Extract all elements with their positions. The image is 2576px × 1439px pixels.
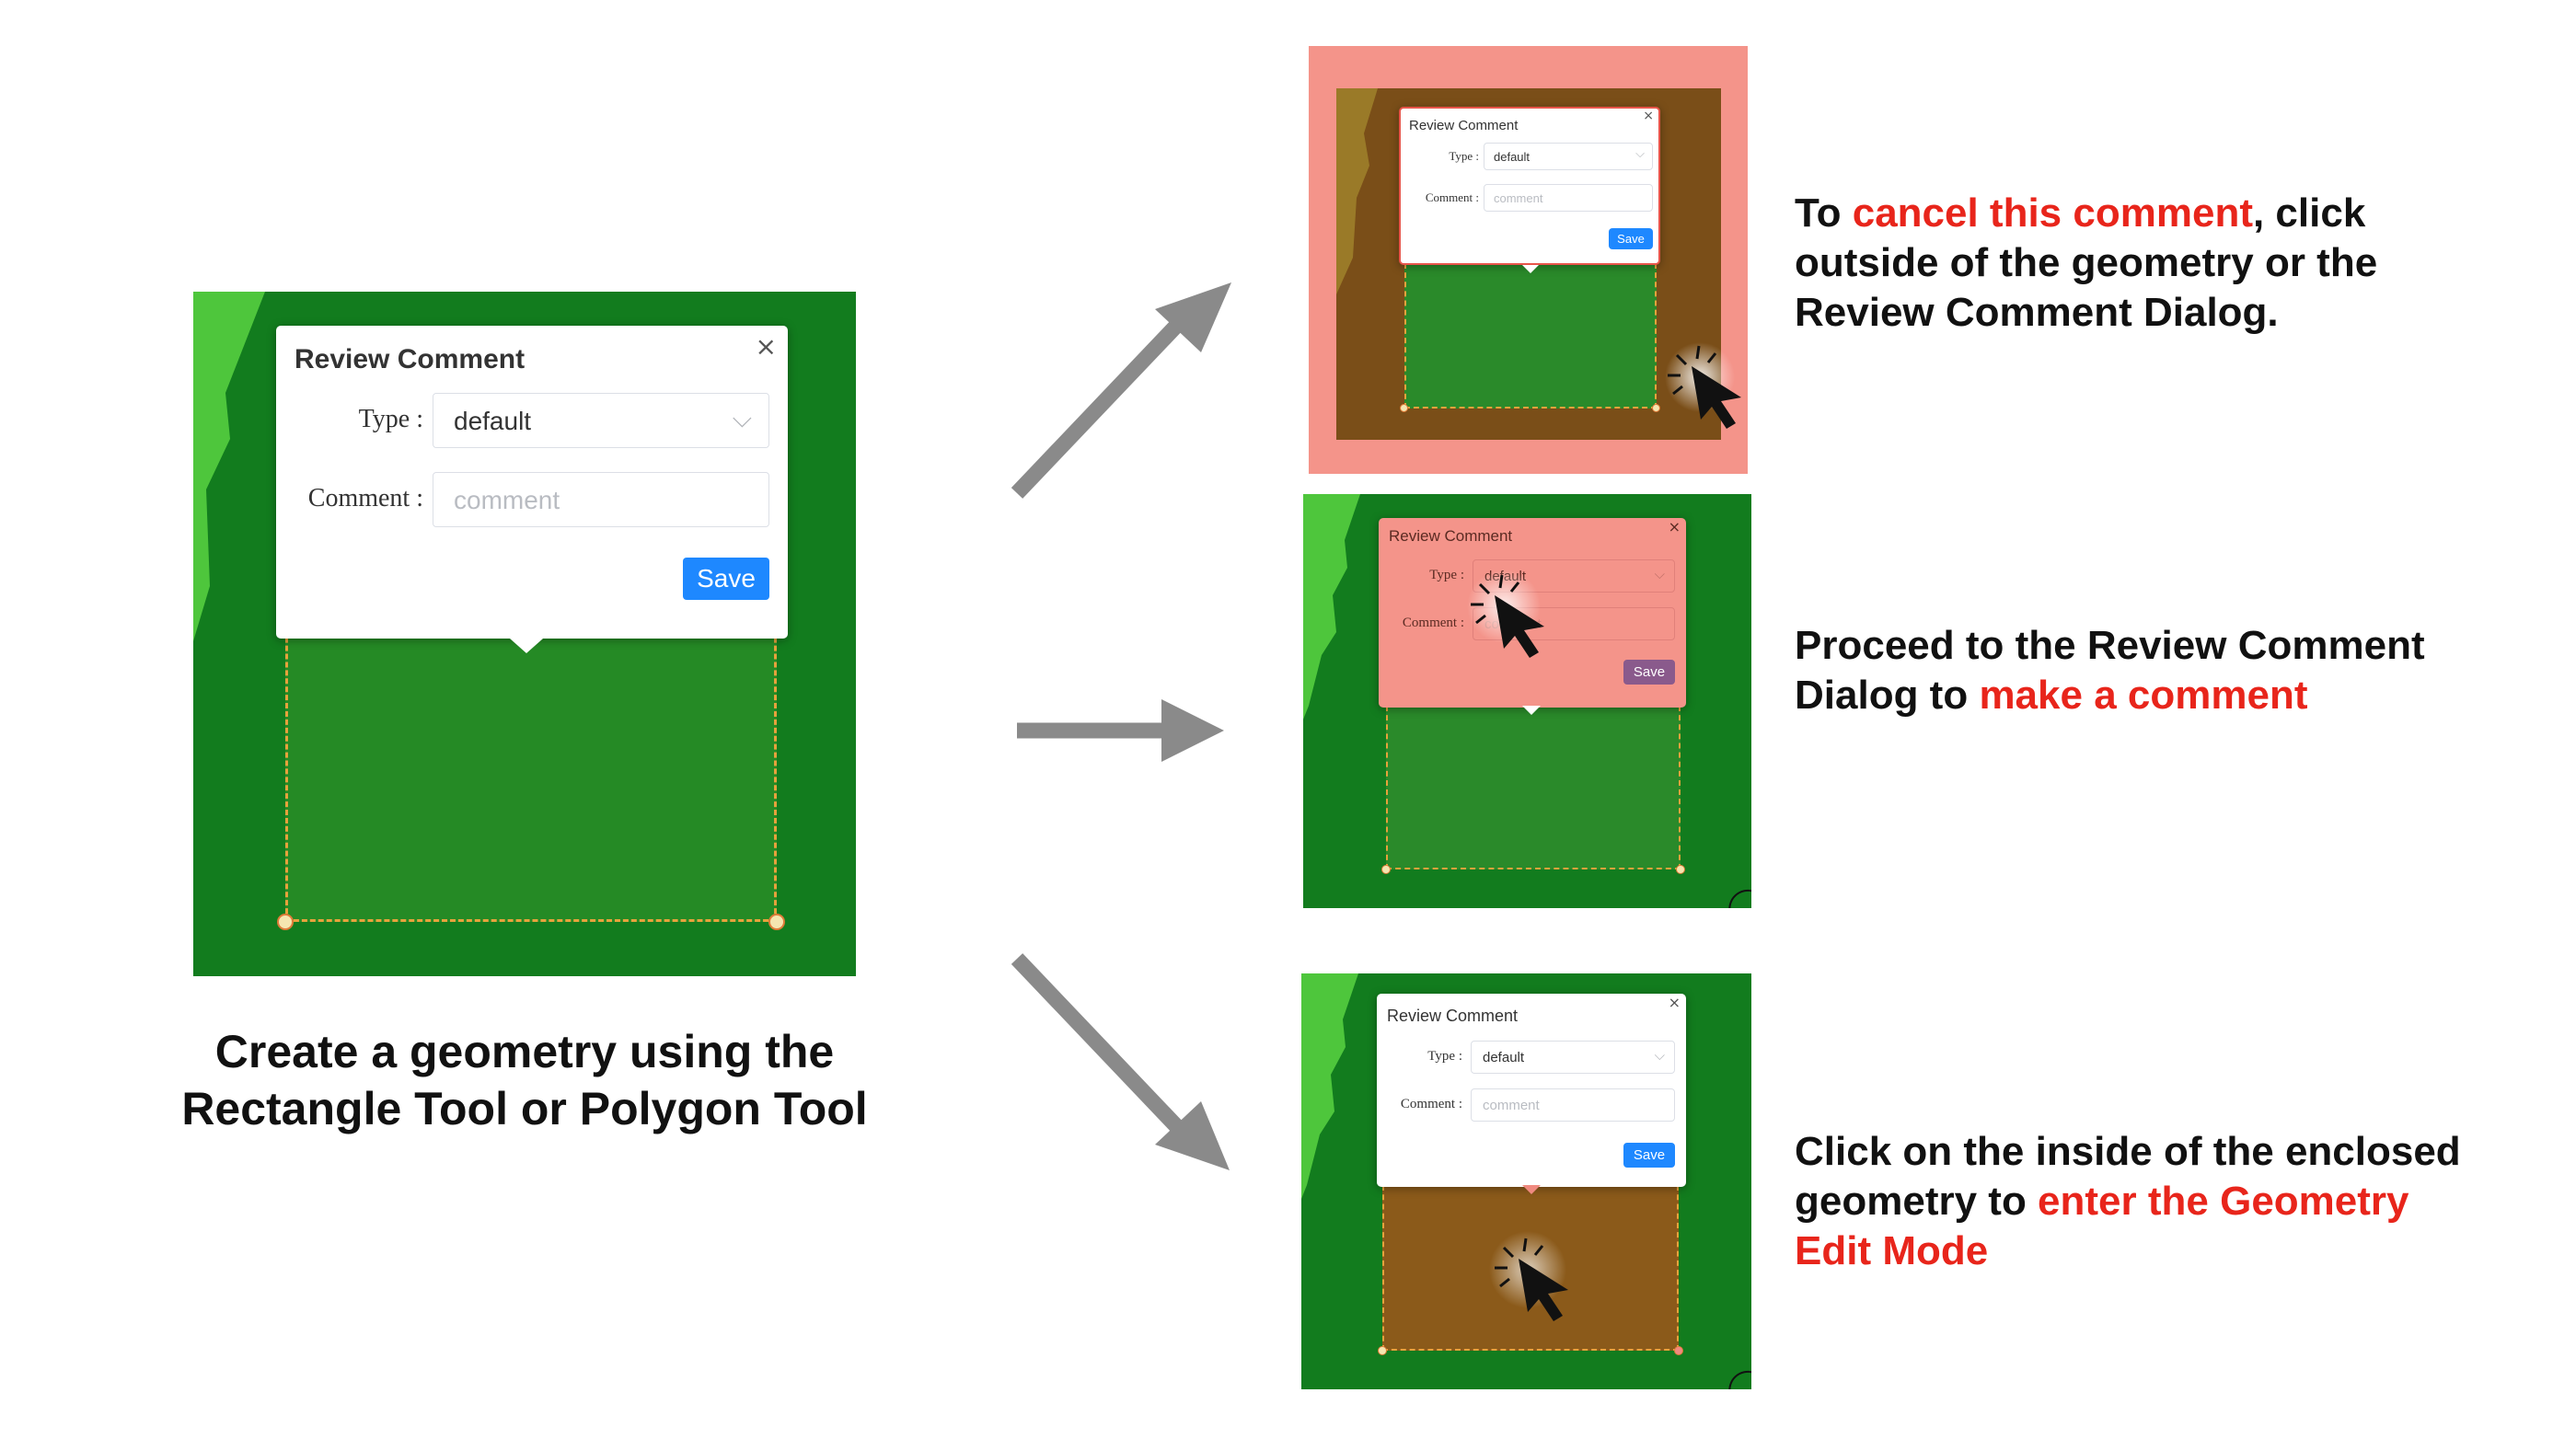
dialog-pointer: [1522, 265, 1539, 273]
caption-comment: Proceed to the Review Comment Dialog to …: [1795, 621, 2425, 720]
dialog-title: Review Comment: [1387, 1007, 1519, 1025]
review-comment-dialog: Review Comment × Type : default ⌵ Commen…: [276, 326, 788, 653]
land-polygon: [193, 292, 265, 641]
land-polygon: [1301, 973, 1358, 1199]
chevron-down-icon: ⌵: [1635, 147, 1645, 161]
close-icon[interactable]: ×: [1668, 518, 1681, 535]
caption-cancel-line3: Review Comment Dialog.: [1795, 290, 2279, 335]
caption-cancel-line2: outside of the geometry or the: [1795, 240, 2378, 285]
type-label: Type :: [1429, 568, 1464, 582]
map-edge-arc: [1728, 889, 1751, 908]
caption-edit-highlight-2: Edit Mode: [1795, 1228, 1989, 1273]
type-label: Type :: [1427, 1049, 1462, 1064]
caption-edit-highlight-1: enter the Geometry: [2038, 1179, 2409, 1224]
dialog-pointer: [1522, 706, 1541, 715]
type-select[interactable]: default ⌵: [1484, 143, 1653, 170]
caption-edit-prefix: geometry to: [1795, 1179, 2039, 1224]
map-panel-cancel: Review Comment × Type : default ⌵ Commen…: [1309, 46, 1748, 474]
close-icon[interactable]: ×: [1668, 994, 1681, 1011]
caption-cancel-highlight: cancel this comment: [1852, 190, 2253, 236]
dialog-pointer: [1522, 1185, 1541, 1194]
cursor-arrow-icon: [1467, 570, 1544, 658]
land-polygon: [1303, 494, 1360, 720]
vertex-handle[interactable]: [277, 914, 294, 930]
save-button[interactable]: Save: [1623, 660, 1675, 685]
comment-input[interactable]: comment: [1484, 184, 1653, 212]
vertex-handle[interactable]: [1674, 1346, 1683, 1355]
comment-input[interactable]: comment: [433, 472, 769, 527]
comment-placeholder: comment: [1494, 191, 1543, 205]
map-edge-arc: [1728, 1370, 1751, 1389]
close-icon[interactable]: ×: [755, 331, 777, 362]
save-button[interactable]: Save: [683, 558, 769, 600]
left-caption: Create a geometry using the Rectangle To…: [129, 1023, 920, 1137]
caption-cancel-prefix: To: [1795, 190, 1853, 236]
dialog-pointer: [510, 639, 543, 653]
dialog-title: Review Comment: [1389, 527, 1513, 545]
cursor-arrow-icon: [1665, 342, 1741, 429]
left-caption-line2: Rectangle Tool or Polygon Tool: [181, 1083, 868, 1134]
vertex-handle[interactable]: [1400, 404, 1408, 412]
land-polygon: [1336, 88, 1378, 294]
comment-label: Comment :: [1400, 1097, 1462, 1111]
type-select[interactable]: default ⌵: [433, 393, 769, 448]
chevron-down-icon: ⌵: [1654, 566, 1665, 582]
vertex-handle[interactable]: [768, 914, 785, 930]
caption-edit-line1: Click on the inside of the enclosed: [1795, 1129, 2461, 1174]
geometry-rectangle[interactable]: [1386, 706, 1681, 869]
review-comment-dialog: Review Comment × Type : default ⌵ Commen…: [1399, 107, 1660, 273]
arrow-icon: [1017, 699, 1224, 762]
geometry-fill: [285, 604, 777, 922]
comment-placeholder: comment: [1483, 1098, 1540, 1113]
vertex-handle[interactable]: [1676, 865, 1685, 874]
close-icon[interactable]: ×: [1643, 109, 1654, 123]
vertex-handle[interactable]: [1378, 1346, 1387, 1355]
arrow-icon: [1011, 282, 1231, 499]
caption-cancel-suffix: , click: [2252, 190, 2366, 236]
comment-label: Comment :: [307, 484, 423, 512]
caption-edit: Click on the inside of the enclosed geom…: [1795, 1127, 2461, 1276]
chevron-down-icon: ⌵: [1654, 1047, 1665, 1064]
dialog-title: Review Comment: [1409, 118, 1519, 133]
geometry-rectangle[interactable]: [1404, 263, 1657, 409]
save-button[interactable]: Save: [1623, 1143, 1675, 1168]
type-label: Type :: [1449, 149, 1479, 163]
cursor-arrow-icon: [1489, 1231, 1568, 1321]
map-panel-edit: Review Comment × Type : default ⌵ Commen…: [1301, 973, 1751, 1389]
review-comment-dialog: Review Comment × Type : default ⌵ Commen…: [1377, 994, 1686, 1194]
save-button[interactable]: Save: [1609, 228, 1653, 249]
map-panel-comment: Review Comment × Type : default ⌵ Commen…: [1303, 494, 1751, 908]
chevron-down-icon: ⌵: [732, 403, 752, 433]
arrow-icon: [1011, 953, 1230, 1170]
comment-label: Comment :: [1402, 616, 1464, 630]
comment-label: Comment :: [1425, 190, 1479, 204]
type-select-value: default: [1494, 150, 1531, 164]
vertex-handle[interactable]: [1652, 404, 1660, 412]
geometry-fill: [1386, 706, 1681, 869]
geometry-fill: [1404, 263, 1657, 409]
vertex-handle[interactable]: [1381, 865, 1391, 874]
dialog-title: Review Comment: [295, 344, 526, 374]
caption-cancel: To cancel this comment, click outside of…: [1795, 189, 2377, 338]
type-select[interactable]: default ⌵: [1471, 1041, 1675, 1074]
left-caption-line1: Create a geometry using the: [214, 1026, 835, 1077]
caption-comment-highlight: make a comment: [1979, 673, 2308, 718]
type-label: Type :: [358, 405, 423, 433]
caption-comment-line1: Proceed to the Review Comment: [1795, 623, 2425, 668]
comment-placeholder: comment: [454, 486, 560, 514]
comment-input[interactable]: comment: [1471, 1088, 1675, 1122]
type-select-value: default: [1483, 1050, 1525, 1065]
type-select-value: default: [454, 407, 532, 435]
caption-comment-prefix: Dialog to: [1795, 673, 1980, 718]
map-panel-main: Review Comment × Type : default ⌵ Commen…: [193, 292, 856, 976]
